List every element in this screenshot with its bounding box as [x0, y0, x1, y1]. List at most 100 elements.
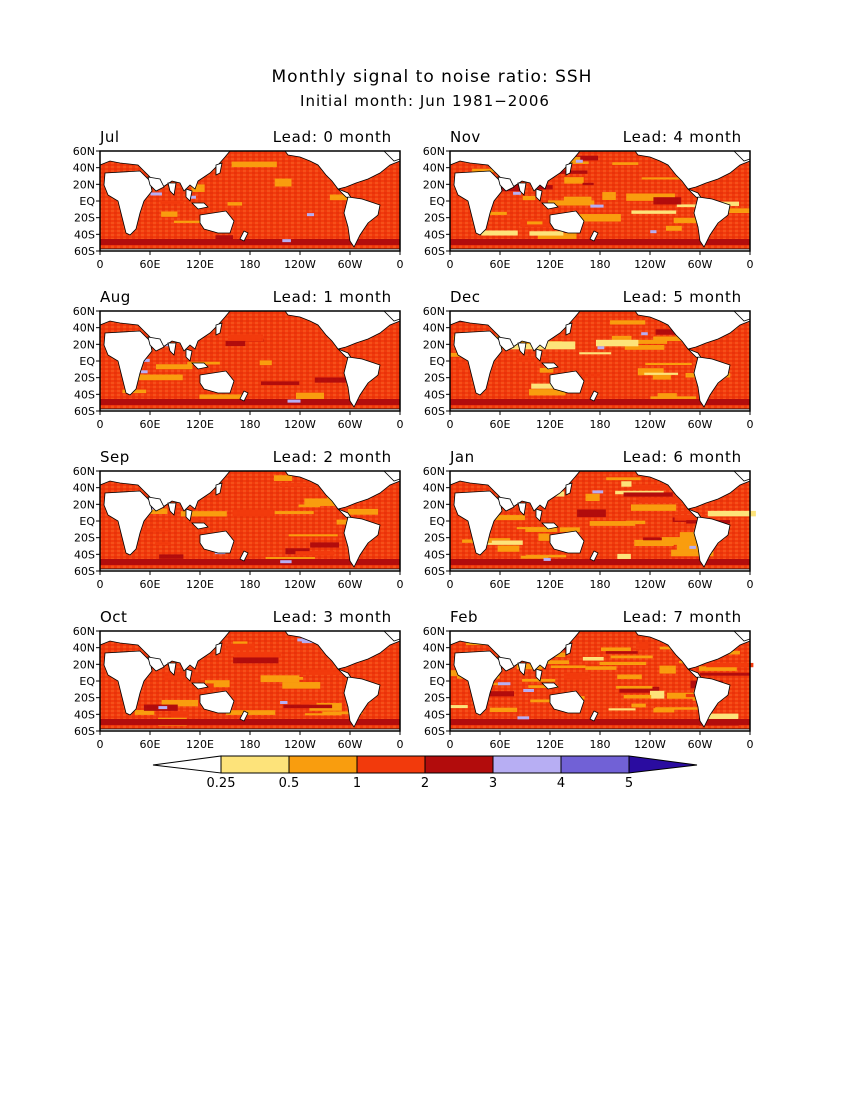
lat-label: 60N	[423, 625, 445, 638]
lon-label: 120E	[186, 578, 214, 591]
lat-label: 40S	[424, 228, 445, 241]
signal-patch	[516, 356, 549, 362]
lon-label: 180	[240, 578, 261, 591]
signal-patch	[283, 704, 333, 709]
signal-patch	[159, 554, 184, 559]
signal-patch	[173, 220, 211, 224]
signal-patch	[232, 509, 275, 517]
signal-patch	[298, 504, 321, 508]
signal-patch	[539, 367, 554, 373]
lon-label: 180	[240, 418, 261, 431]
signal-patch	[526, 221, 543, 225]
colorbar-segment	[288, 755, 358, 774]
signal-patch	[601, 647, 631, 652]
signal-patch	[676, 204, 706, 208]
lon-label: 120E	[186, 738, 214, 751]
lon-label: 60W	[688, 418, 713, 431]
lat-label: 20S	[74, 692, 95, 705]
colorbar-segment	[424, 755, 494, 774]
signal-patch	[260, 675, 300, 683]
panel-month: Oct	[100, 608, 127, 626]
lon-label: 60W	[688, 738, 713, 751]
signal-patch	[520, 555, 549, 559]
signal-patch	[475, 540, 523, 545]
signal-patch	[161, 699, 199, 707]
signal-patch	[322, 711, 363, 715]
lat-label: 20S	[424, 372, 445, 385]
panel-month: Nov	[450, 128, 481, 146]
lon-label: 120W	[634, 738, 666, 751]
lon-label: 60E	[140, 258, 161, 271]
signal-patch	[134, 710, 155, 715]
lat-label: 20N	[73, 498, 95, 511]
signal-patch	[657, 393, 677, 397]
signal-patch	[616, 685, 653, 689]
signal-patch	[631, 703, 646, 708]
lon-label: 0	[747, 258, 754, 271]
signal-patch	[450, 705, 468, 709]
signal-patch	[653, 336, 688, 342]
signal-patch	[610, 655, 653, 659]
lat-label: 60N	[73, 145, 95, 158]
signal-patch	[261, 381, 300, 386]
signal-patch	[631, 210, 677, 214]
signal-patch	[199, 394, 242, 399]
lat-label: 60S	[74, 725, 95, 738]
lat-label: 60S	[424, 565, 445, 578]
lat-label: 60N	[423, 145, 445, 158]
signal-patch	[301, 700, 317, 705]
high-signal-spot	[301, 640, 313, 644]
signal-patch	[160, 200, 184, 204]
panel-month: Feb	[450, 608, 478, 626]
lon-label: 60E	[490, 258, 511, 271]
high-signal-spot	[575, 159, 583, 163]
high-signal-spot	[641, 332, 648, 336]
lat-label: 20N	[423, 498, 445, 511]
signal-patch	[585, 493, 600, 502]
lon-label: 180	[590, 418, 611, 431]
signal-patch	[611, 335, 632, 344]
high-signal-spot	[150, 192, 162, 196]
signal-patch	[653, 197, 682, 205]
signal-patch	[624, 345, 665, 350]
lon-label: 180	[240, 258, 261, 271]
panel-lead: Lead: 3 month	[273, 608, 392, 626]
signal-patch	[617, 674, 642, 680]
lat-label: EQ	[429, 195, 445, 208]
signal-patch	[539, 660, 570, 665]
signal-patch	[641, 177, 690, 180]
lat-label: 20N	[73, 338, 95, 351]
lon-label: 120W	[634, 258, 666, 271]
high-signal-spot	[497, 682, 511, 686]
signal-patch	[619, 686, 660, 693]
high-signal-spot	[517, 716, 530, 720]
signal-patch	[227, 334, 264, 342]
signal-patch	[497, 545, 520, 552]
high-signal-spot	[523, 689, 534, 693]
high-signal-spot	[140, 370, 148, 374]
lon-label: 180	[590, 258, 611, 271]
colorbar-label: 1	[353, 776, 361, 791]
lat-label: EQ	[79, 675, 95, 688]
signal-patch	[288, 534, 338, 537]
signal-patch	[489, 691, 515, 697]
signal-patch	[666, 692, 703, 699]
lon-label: 180	[590, 738, 611, 751]
lat-label: 20N	[423, 178, 445, 191]
lat-label: 60S	[74, 405, 95, 418]
high-signal-spot	[597, 346, 605, 350]
lat-label: 40S	[74, 228, 95, 241]
lon-label: 0	[747, 738, 754, 751]
signal-patch	[295, 551, 335, 556]
signal-patch	[698, 666, 737, 671]
signal-patch	[156, 364, 193, 370]
signal-patch	[645, 362, 692, 366]
signal-patch	[296, 392, 325, 400]
signal-patch	[304, 713, 342, 716]
lat-label: 40N	[73, 322, 95, 335]
signal-patch	[215, 235, 234, 240]
lat-label: 60N	[73, 625, 95, 638]
colorbar-lower-triangle	[152, 755, 222, 774]
signal-patch	[520, 219, 565, 228]
